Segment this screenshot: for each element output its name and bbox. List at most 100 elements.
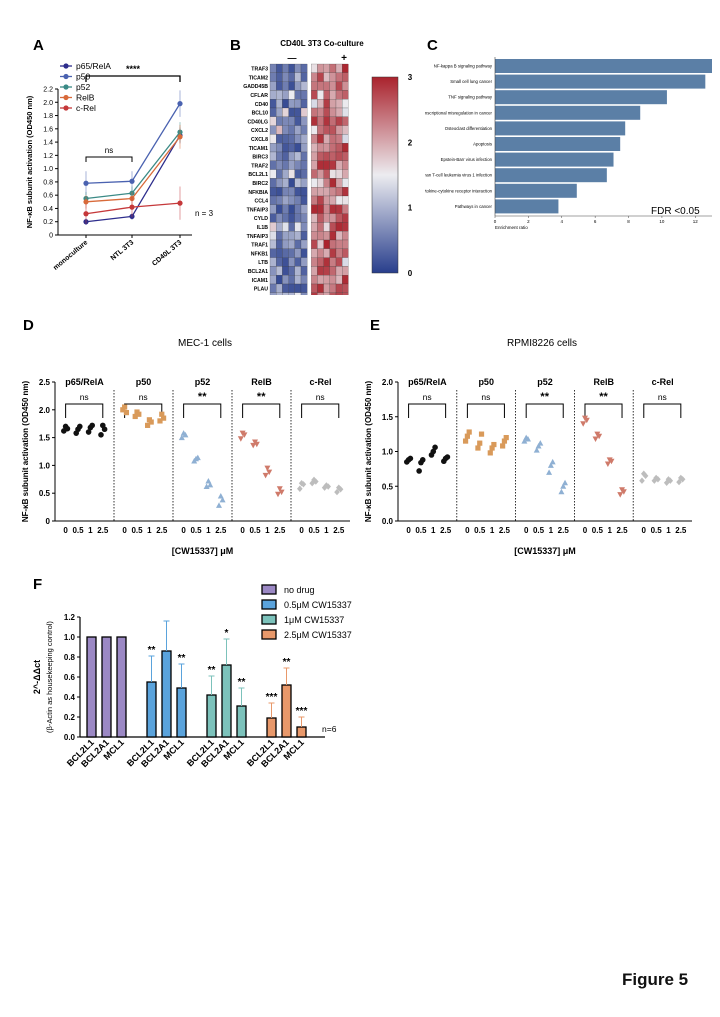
heatmap-cell <box>329 266 337 276</box>
heatmap-cell <box>335 204 343 214</box>
scatter-group-title: p65/RelA <box>65 377 104 387</box>
f-bar <box>296 726 307 738</box>
c-bar <box>495 59 712 73</box>
scatter-dose-label: 2.5 <box>440 526 452 535</box>
a-data-point <box>83 211 89 217</box>
heatmap-cell <box>317 107 324 117</box>
heatmap-cell <box>282 213 289 223</box>
heatmap-cell <box>342 63 349 73</box>
scatter-point <box>583 417 590 424</box>
scatter-point <box>64 425 71 432</box>
heatmap-gene-label: IL1B <box>257 225 268 231</box>
heatmap-gene-label: CD40 <box>255 102 268 108</box>
heatmap-cell <box>329 99 337 109</box>
c-x-tick-label: 12 <box>693 219 699 224</box>
c-category-label: Transcriptional misregulation in cancer <box>425 110 493 115</box>
scatter-y-tick-label: 0.5 <box>39 489 51 498</box>
a-y-tick-label: 2.2 <box>43 87 53 94</box>
a-data-point <box>177 200 183 206</box>
heatmap-cell <box>282 134 289 144</box>
heatmap-cell <box>269 275 277 285</box>
heatmap-gene-label: TRAF2 <box>251 163 268 169</box>
c-bar <box>495 152 614 167</box>
heatmap-cell <box>335 239 343 249</box>
heatmap-cell <box>282 116 289 126</box>
scatter-point <box>407 455 414 462</box>
scatter-sig-label: ns <box>658 392 667 402</box>
heatmap-cell <box>311 143 318 153</box>
scatter-point <box>489 445 495 451</box>
heatmap-cell <box>317 81 324 91</box>
heatmap-cell <box>288 178 295 188</box>
heatmap-cell <box>276 116 283 126</box>
heatmap-cell <box>329 275 337 285</box>
f-bar <box>161 650 172 738</box>
heatmap-cell <box>335 178 343 188</box>
scatter-point <box>521 438 528 444</box>
heatmap-cell <box>294 99 302 109</box>
c-category-label: Epstein-Barr virus infection <box>441 157 493 162</box>
heatmap-cell <box>342 143 349 153</box>
c-bar <box>495 168 607 183</box>
heatmap-cell <box>269 107 277 117</box>
f-y-axis-label2: (β-Actin as housekeeping control) <box>45 621 54 733</box>
heatmap-cell <box>294 143 302 153</box>
heatmap-cell <box>294 204 302 214</box>
heatmap-cell <box>269 160 277 170</box>
scatter-sig-bracket <box>643 403 682 418</box>
heatmap-cell <box>317 204 324 214</box>
f-y-tick-label: 1.2 <box>64 613 76 622</box>
heatmap-gene-label: BCL2L1 <box>248 172 268 178</box>
f-bar <box>86 636 97 738</box>
heatmap-cell <box>282 222 289 232</box>
scatter-dose-label: 0.5 <box>72 526 84 535</box>
scatter-y-tick-label: 1.5 <box>382 413 394 422</box>
scatter-point <box>416 468 422 474</box>
panel-c-letter: C <box>427 37 438 54</box>
heatmap-cell <box>311 283 318 293</box>
heatmap-cell <box>323 187 330 197</box>
heatmap-cell <box>294 239 302 249</box>
f-bar <box>221 664 232 738</box>
c-x-tick-label: 2 <box>527 219 530 224</box>
scatter-sig-bracket <box>183 403 222 418</box>
scatter-point <box>642 472 649 480</box>
heatmap-cell <box>288 134 295 144</box>
scatter-dose-label: 0 <box>465 526 470 535</box>
scatter-y-tick-label: 0.0 <box>382 517 394 526</box>
scatter-dose-label: 0 <box>406 526 411 535</box>
heatmap-cell <box>323 151 330 161</box>
heatmap-cell <box>311 107 318 117</box>
heatmap-cell <box>335 169 343 179</box>
a-y-tick-label: 1.2 <box>43 153 53 160</box>
heatmap-cell <box>288 257 295 267</box>
scatter-sig-bracket <box>242 403 281 418</box>
heatmap-cell <box>329 90 337 100</box>
scatter-sig-bracket <box>65 403 104 418</box>
heatmap-cell <box>329 195 337 205</box>
heatmap-cell <box>294 125 302 135</box>
heatmap-cell <box>269 195 277 205</box>
heatmap-cell <box>329 178 337 188</box>
heatmap-cell <box>300 231 308 241</box>
scatter-dose-label: 0.5 <box>249 526 261 535</box>
heatmap-cell <box>323 257 330 267</box>
heatmap-cell <box>282 178 289 188</box>
c-bar <box>495 183 577 198</box>
heatmap-cell <box>311 239 318 249</box>
heatmap-cell <box>323 275 330 285</box>
scatter-sig-label: ns <box>80 392 89 402</box>
heatmap-cell <box>335 257 343 267</box>
heatmap-cell <box>288 81 295 91</box>
scatter-point <box>207 481 214 488</box>
heatmap-cell <box>329 231 337 241</box>
heatmap-cell <box>311 275 318 285</box>
heatmap-cell <box>300 266 308 276</box>
scatter-dose-label: 2.5 <box>333 526 345 535</box>
heatmap-gene-label: BCL10 <box>252 111 269 117</box>
heatmap-cell <box>317 90 324 100</box>
scatter-dose-label: 2.5 <box>558 526 570 535</box>
c-bar <box>495 137 621 151</box>
scatter-point <box>241 432 248 438</box>
heatmap-cell <box>323 213 330 223</box>
